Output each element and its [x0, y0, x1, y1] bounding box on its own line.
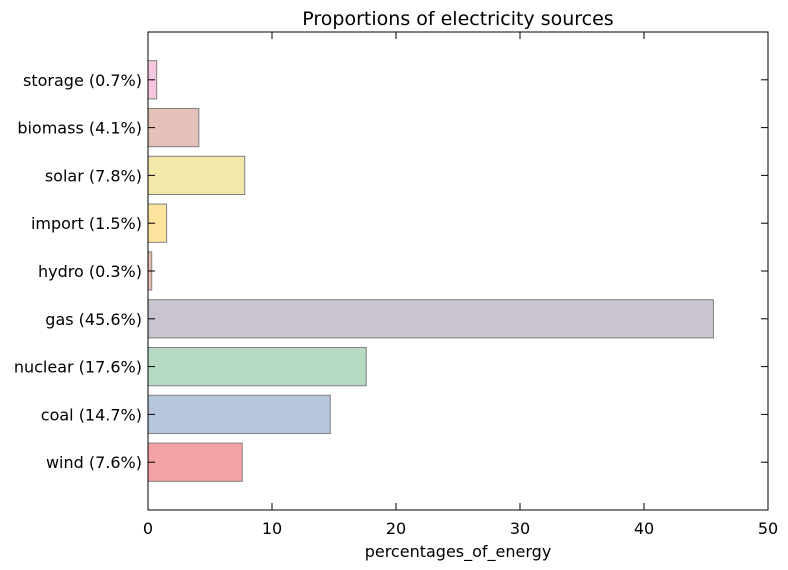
x-axis-ticks: 0 10 20 30 40 50: [143, 32, 778, 538]
x-tick-label: 50: [758, 519, 778, 538]
bars-group: [147, 60, 714, 482]
bar: [147, 442, 243, 482]
bar: [147, 299, 714, 339]
y-axis-ticks: wind (7.6%) coal (14.7%) nuclear (17.6%) ga…: [14, 71, 768, 472]
bar: [147, 394, 331, 435]
bar: [147, 107, 200, 148]
x-tick-label: 40: [634, 519, 654, 538]
y-tick-label: hydro (0.3%): [38, 262, 142, 281]
x-axis-label: percentages_of_energy: [365, 542, 552, 562]
y-tick-label: solar (7.8%): [45, 166, 142, 185]
y-tick-label: nuclear (17.6%): [14, 358, 142, 377]
y-tick-label: coal (14.7%): [41, 405, 142, 424]
y-tick-label: import (1.5%): [31, 214, 142, 233]
bar: [147, 155, 246, 196]
x-tick-label: 30: [510, 519, 530, 538]
y-tick-label: storage (0.7%): [23, 71, 142, 90]
plot-frame: [147, 31, 769, 511]
y-tick-label: gas (45.6%): [45, 310, 142, 329]
bar: [147, 346, 367, 387]
x-tick-label: 0: [143, 519, 153, 538]
y-tick-label: wind (7.6%): [46, 453, 142, 472]
chart-title: Proportions of electricity sources: [302, 8, 613, 30]
x-tick-label: 20: [386, 519, 406, 538]
x-tick-label: 10: [262, 519, 282, 538]
y-tick-label: biomass (4.1%): [17, 119, 142, 138]
